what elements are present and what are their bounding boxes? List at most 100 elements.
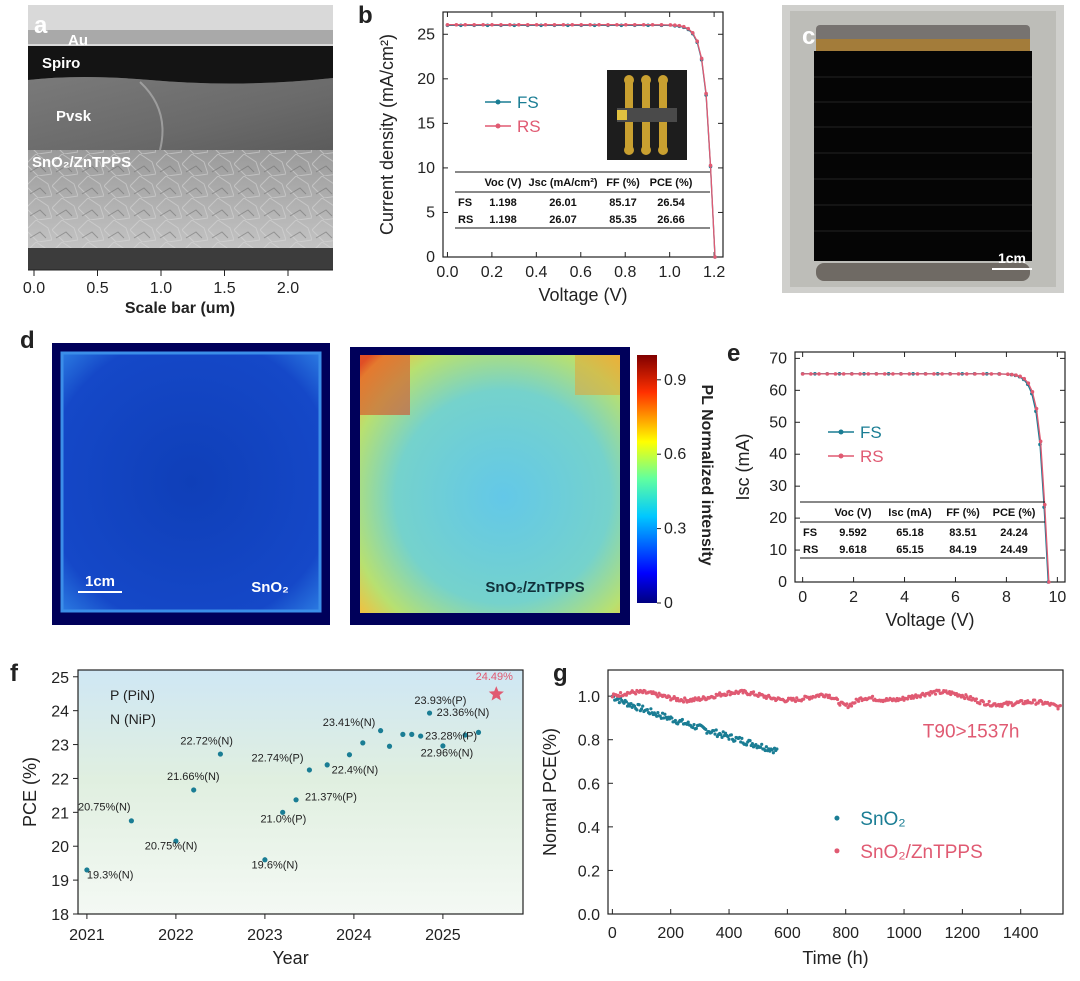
legend-label: RS [860, 447, 884, 466]
point-annotation: 23.28%(P) [425, 730, 477, 742]
plot-frame [77, 669, 524, 915]
data-point-sno2-zntpps [1020, 699, 1024, 703]
pl-label-sno2-zntpps: SnO₂/ZnTPPS [485, 579, 584, 596]
table-header: Isc (mA) [888, 507, 932, 519]
tick-label: 2.0 [277, 280, 299, 297]
data-point-sno2 [719, 733, 723, 737]
data-point-sno2-zntpps [713, 696, 717, 700]
data-point-sno2 [758, 745, 763, 749]
data-point-sno2-zntpps [1033, 698, 1037, 702]
table-cell: 9.592 [839, 527, 867, 539]
colorbar-tick-label: 0 [664, 595, 673, 612]
data-point [973, 372, 977, 376]
x-tick-label: 600 [774, 925, 801, 942]
data-point-sno2 [670, 716, 674, 720]
data-point [964, 372, 969, 376]
point-annotation: 21.0%(P) [260, 814, 306, 826]
data-point-sno2 [663, 712, 667, 716]
table-cell: 85.35 [609, 214, 637, 226]
data-point [173, 838, 179, 844]
x-tick-label: 0.0 [436, 264, 458, 281]
data-point [659, 22, 664, 27]
data-point [850, 372, 854, 376]
x-tick-label: 2022 [158, 927, 194, 944]
x-tick-label: 0.2 [481, 264, 503, 281]
data-point [641, 22, 646, 27]
panel-d: d 1cm SnO₂ SnO₂/ZnTPPS 0 0.3 0 [0, 325, 735, 630]
data-point [346, 752, 353, 758]
data-point-sno2-zntpps [718, 691, 722, 695]
layer-label-spiro: Spiro [42, 55, 80, 72]
data-point-sno2-zntpps [1005, 700, 1009, 704]
point-annotation: 19.6%(N) [252, 859, 298, 871]
table-cell: 65.18 [896, 527, 924, 539]
data-point-sno2-zntpps [987, 699, 991, 704]
legend-p: P (PiN) [110, 687, 155, 703]
tick-label: 0.0 [23, 280, 45, 297]
data-point-sno2-zntpps [954, 691, 959, 696]
data-point-sno2-zntpps [968, 694, 973, 699]
data-point-sno2 [616, 697, 620, 701]
data-point-sno2-zntpps [740, 688, 744, 692]
table-header: PCE (%) [993, 507, 1036, 519]
data-point [418, 733, 424, 739]
panel-label-c: c [802, 23, 816, 50]
data-point [704, 91, 708, 96]
x-axis-label: Voltage (V) [538, 285, 627, 305]
x-tick-label: 1200 [945, 925, 981, 942]
data-point-sno2-zntpps [974, 697, 978, 701]
tick-label: 1.5 [213, 280, 235, 297]
highlight-label: 24.49% [476, 671, 514, 683]
x-tick-label: 0 [608, 925, 617, 942]
colorbar [637, 355, 657, 603]
y-tick-label: 0.4 [578, 820, 600, 837]
data-point [570, 22, 575, 27]
data-point-sno2 [617, 701, 621, 705]
data-point [1018, 374, 1022, 379]
data-point [615, 22, 619, 27]
x-tick-label: 0.8 [614, 264, 636, 281]
data-point [561, 22, 566, 27]
colorbar-tick-label: 0.3 [664, 521, 686, 538]
data-point-sno2 [694, 726, 698, 730]
x-axis-label: Year [272, 948, 308, 968]
y-tick-label: 0.2 [578, 863, 600, 880]
data-point [809, 372, 813, 376]
data-point [508, 22, 512, 27]
x-tick-label: 800 [832, 925, 859, 942]
y-tick-label: 19 [51, 873, 69, 890]
data-point-sno2-zntpps [741, 691, 745, 695]
y-tick-label: 23 [51, 738, 69, 755]
data-point-sno2-zntpps [1058, 703, 1062, 708]
panel-label-f: f [10, 660, 18, 687]
data-point-sno2-zntpps [756, 694, 760, 698]
y-tick-label: 30 [769, 478, 787, 495]
plot-background [78, 670, 523, 914]
y-tick-label: 25 [51, 670, 69, 687]
data-point-sno2 [740, 736, 744, 740]
data-point-sno2-zntpps [1055, 704, 1059, 708]
data-point [899, 372, 903, 376]
panel-label-e: e [727, 340, 741, 367]
data-point [681, 24, 686, 29]
data-point-sno2-zntpps [681, 700, 686, 704]
data-point [891, 372, 895, 376]
data-point [673, 23, 677, 28]
panel-f: f 2021 2022 2023 2024 2025 18 19 20 21 22 23 24 25 Ye… [0, 660, 540, 976]
data-point [841, 372, 846, 376]
y-axis-label: Isc (mA) [733, 434, 753, 501]
data-point-sno2 [763, 748, 767, 753]
point-annotation: 23.36%(N) [437, 707, 490, 719]
data-point-sno2-zntpps [610, 695, 614, 699]
y-tick-label: 1.0 [578, 689, 600, 706]
data-point-sno2 [692, 722, 696, 727]
table-cell: 83.51 [949, 527, 977, 539]
table-cell: 26.07 [549, 214, 577, 226]
t90-annotation: T90>1537h [923, 722, 1020, 743]
data-point-sno2 [770, 748, 774, 752]
data-point-sno2-zntpps [853, 701, 857, 705]
data-point [262, 857, 268, 863]
x-tick-label: 2023 [247, 927, 283, 944]
table-cell: 1.198 [489, 197, 517, 209]
point-annotation: 22.74%(P) [252, 753, 304, 765]
